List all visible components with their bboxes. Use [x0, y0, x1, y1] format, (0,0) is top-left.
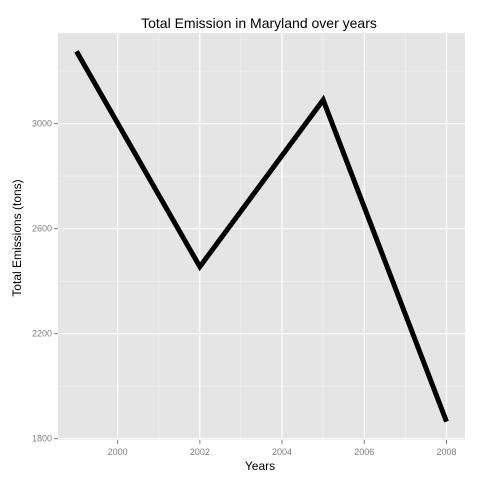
y-tick-label: 1800	[32, 434, 52, 444]
x-axis-title: Years	[245, 459, 275, 473]
series-layer	[74, 50, 449, 423]
y-tick-label: 3000	[32, 119, 52, 129]
x-axis-ticks: 2000 2002 2004 2006 2008	[108, 440, 457, 457]
chart-title: Total Emission in Maryland over years	[141, 15, 377, 31]
grid-major	[58, 33, 465, 440]
y-axis-ticks: 1800 2200 2600 3000	[32, 119, 58, 444]
x-tick-label: 2006	[354, 447, 374, 457]
plot-panel	[58, 33, 465, 440]
x-tick-label: 2004	[272, 447, 292, 457]
x-tick-label: 2008	[436, 447, 456, 457]
y-tick-label: 2200	[32, 329, 52, 339]
y-tick-label: 2600	[32, 224, 52, 234]
x-tick-label: 2000	[108, 447, 128, 457]
series-line	[74, 50, 449, 423]
x-tick-label: 2002	[190, 447, 210, 457]
y-axis-title: Total Emissions (tons)	[10, 179, 24, 296]
